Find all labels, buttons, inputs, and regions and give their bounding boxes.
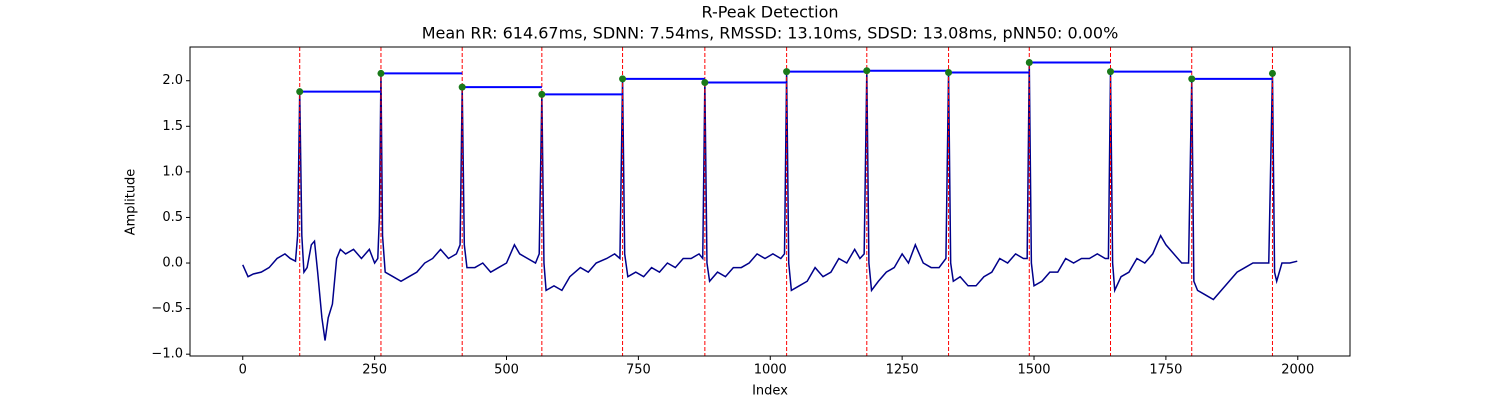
chart-title: R-Peak Detection xyxy=(701,3,838,22)
y-tick-label: 1.5 xyxy=(162,119,183,134)
peak-marker xyxy=(619,75,627,83)
x-tick-label: 0 xyxy=(239,363,247,378)
peak-marker xyxy=(863,67,871,75)
x-tick-label: 250 xyxy=(362,363,387,378)
x-tick-label: 500 xyxy=(494,363,519,378)
peak-marker xyxy=(1025,58,1033,66)
peak-marker xyxy=(377,69,385,77)
peak-marker xyxy=(945,69,953,77)
x-tick-label: 2000 xyxy=(1281,363,1314,378)
y-tick-label: −1.0 xyxy=(151,347,183,362)
y-tick-label: −0.5 xyxy=(151,301,183,316)
x-tick-label: 1000 xyxy=(754,363,787,378)
peak-marker xyxy=(1107,68,1115,76)
peak-marker xyxy=(1188,75,1196,83)
y-tick-label: 0.5 xyxy=(162,210,183,225)
peak-marker xyxy=(538,90,546,98)
x-tick-label: 1750 xyxy=(1149,363,1182,378)
peak-marker xyxy=(458,83,466,91)
peak-marker xyxy=(1268,69,1276,77)
peak-marker xyxy=(783,68,791,76)
y-tick-label: 1.0 xyxy=(162,164,183,179)
y-axis-label: Amplitude xyxy=(124,169,139,236)
y-tick-label: 2.0 xyxy=(162,73,183,88)
y-tick-label: 0.0 xyxy=(162,256,183,271)
signal-line xyxy=(242,62,1298,341)
x-tick-label: 1250 xyxy=(886,363,919,378)
plot-frame xyxy=(189,46,1351,357)
x-tick-label: 1500 xyxy=(1017,363,1050,378)
x-tick-label: 750 xyxy=(626,363,651,378)
x-axis-label: Index xyxy=(752,384,788,399)
peak-marker xyxy=(701,79,709,87)
chart-subtitle: Mean RR: 614.67ms, SDNN: 7.54ms, RMSSD: … xyxy=(422,24,1119,43)
peak-marker xyxy=(296,88,304,96)
